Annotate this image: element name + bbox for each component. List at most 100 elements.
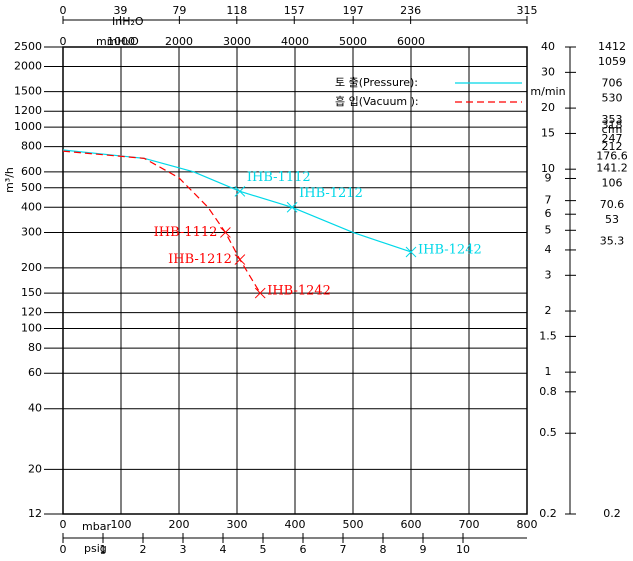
y2-tick-label: 15 xyxy=(541,126,555,139)
top-tick-label: 79 xyxy=(172,4,186,17)
x-tick-label: 100 xyxy=(111,518,132,531)
y-tick-label: 2000 xyxy=(14,60,42,73)
x2-tick-label: 4 xyxy=(220,543,227,556)
y-tick-label: 150 xyxy=(21,286,42,299)
y-tick-label: 500 xyxy=(21,181,42,194)
x2-tick-label: 9 xyxy=(420,543,427,556)
marker-label: IHB-1242 xyxy=(418,242,482,257)
x2-tick-label: 8 xyxy=(380,543,387,556)
x2-tick-label: 10 xyxy=(456,543,470,556)
y3-tick-label: 530 xyxy=(602,92,623,105)
y2-tick-label: 3 xyxy=(545,268,552,281)
marker-label: IHB-1212 xyxy=(168,252,232,267)
y-tick-label: 2500 xyxy=(14,40,42,53)
x2-tick-label: 7 xyxy=(340,543,347,556)
y2-tick-label: 10 xyxy=(541,162,555,175)
y-tick-label: 40 xyxy=(28,402,42,415)
x-tick-label: 0 xyxy=(60,518,67,531)
top-tick-label: 3000 xyxy=(223,35,251,48)
top-tick-label: 236 xyxy=(400,4,421,17)
marker-label: IHB-1112 xyxy=(154,225,218,240)
x2-tick-label: 0 xyxy=(60,543,67,556)
y-tick-label: 1000 xyxy=(14,120,42,133)
y2-tick-label: 20 xyxy=(541,101,555,114)
top-tick-label: 1000 xyxy=(107,35,135,48)
y-tick-label: 400 xyxy=(21,200,42,213)
x2-tick-label: 2 xyxy=(140,543,147,556)
y-tick-label: 12 xyxy=(28,507,42,520)
y3-axis-title: cfm xyxy=(602,123,623,136)
y2-tick-label: 6 xyxy=(545,207,552,220)
y3-tick-label: 706 xyxy=(602,77,623,90)
y-tick-label: 1500 xyxy=(14,85,42,98)
y3-tick-label: 53 xyxy=(605,213,619,226)
x-tick-label: 700 xyxy=(459,518,480,531)
y2-axis-title: m/min xyxy=(530,85,565,98)
x-tick-label: 600 xyxy=(401,518,422,531)
y3-tick-label: 0.2 xyxy=(603,507,621,520)
x-axis-title: mbar xyxy=(82,520,111,533)
y2-tick-label: 7 xyxy=(545,194,552,207)
marker-label: IHB-1242 xyxy=(267,284,331,299)
marker-label: IHB-1112 xyxy=(247,170,311,185)
top-tick-label: 2000 xyxy=(165,35,193,48)
top-tick-label: 6000 xyxy=(397,35,425,48)
x-tick-label: 300 xyxy=(227,518,248,531)
y3-tick-label: 106 xyxy=(602,176,623,189)
legend-label: 토 출(Pressure): xyxy=(335,76,418,89)
y2-tick-label: 0.5 xyxy=(539,426,557,439)
y2-tick-label: 40 xyxy=(541,40,555,53)
y3-tick-label: 70.6 xyxy=(600,198,625,211)
y3-tick-label: 247 xyxy=(602,132,623,145)
x-tick-label: 200 xyxy=(169,518,190,531)
x2-tick-label: 5 xyxy=(260,543,267,556)
top-tick-label: 0 xyxy=(60,4,67,17)
marker xyxy=(234,185,246,197)
y-tick-label: 100 xyxy=(21,322,42,335)
marker-label: IHB-1212 xyxy=(299,186,363,201)
top-tick-label: 315 xyxy=(517,4,538,17)
y2-tick-label: 4 xyxy=(545,243,552,256)
top-tick-label: 118 xyxy=(226,4,247,17)
y3-tick-label: 176.6 xyxy=(596,150,628,163)
marker xyxy=(220,227,231,238)
marker xyxy=(234,254,246,265)
series-line xyxy=(62,150,261,294)
y2-tick-label: 5 xyxy=(545,223,552,236)
x2-tick-label: 3 xyxy=(180,543,187,556)
y3-tick-label: 212 xyxy=(602,140,623,153)
y3-tick-label: 141.2 xyxy=(596,161,628,174)
top-tick-label: 5000 xyxy=(339,35,367,48)
marker xyxy=(254,287,266,299)
y3-tick-label: 353 xyxy=(602,113,623,126)
y2-tick-label: 0.2 xyxy=(539,507,557,520)
top-tick-label: 39 xyxy=(113,4,127,17)
y3-tick-label: 1059 xyxy=(598,55,626,68)
y-tick-label: 200 xyxy=(21,261,42,274)
y-tick-label: 20 xyxy=(28,462,42,475)
top-tick-label: 197 xyxy=(343,4,364,17)
y-tick-label: 60 xyxy=(28,366,42,379)
y2-tick-label: 0.8 xyxy=(539,385,557,398)
top-tick-label: 4000 xyxy=(281,35,309,48)
x-tick-label: 500 xyxy=(343,518,364,531)
y2-tick-label: 2 xyxy=(545,304,552,317)
y-tick-label: 800 xyxy=(21,140,42,153)
y3-tick-label: 1412 xyxy=(598,40,626,53)
y2-tick-label: 30 xyxy=(541,65,555,78)
y3-tick-label: 318 xyxy=(602,119,623,132)
y-tick-label: 1200 xyxy=(14,104,42,117)
marker xyxy=(286,201,298,213)
top-tick-label: 157 xyxy=(284,4,305,17)
y2-tick-label: 1.5 xyxy=(539,329,557,342)
x2-tick-label: 6 xyxy=(300,543,307,556)
legend xyxy=(325,72,525,110)
x2-axis-title: psig xyxy=(84,542,107,555)
top-axis-title: mmH₂O xyxy=(96,35,139,48)
y2-tick-label: 9 xyxy=(545,171,552,184)
y-tick-label: 120 xyxy=(21,306,42,319)
y3-tick-label: 35.3 xyxy=(600,234,625,247)
x-tick-label: 800 xyxy=(517,518,538,531)
